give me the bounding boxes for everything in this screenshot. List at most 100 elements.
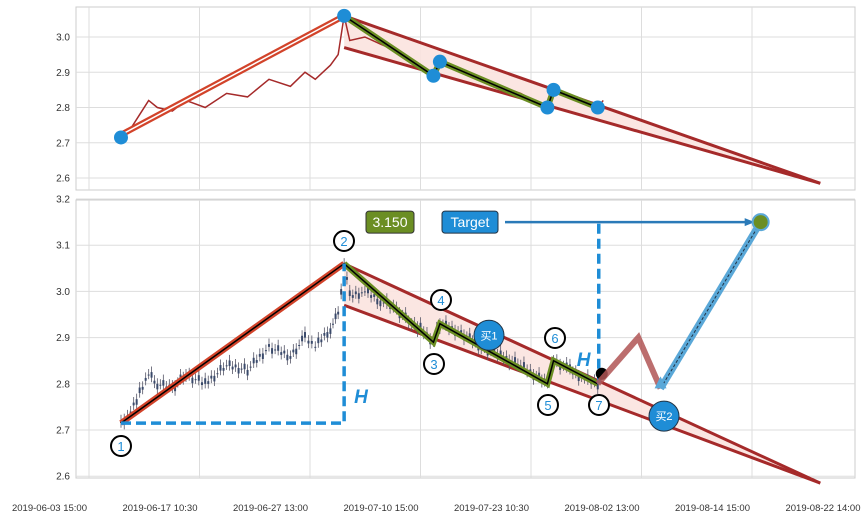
candle-body (258, 353, 261, 357)
target-value: 3.150 (372, 214, 407, 230)
candle-body (379, 300, 382, 307)
candle-body (213, 375, 216, 382)
target-value-box (365, 210, 415, 234)
candle-body (538, 372, 541, 379)
y-tick-label: 2.9 (56, 333, 70, 344)
wave-number-circle (588, 394, 610, 416)
candle-body (132, 402, 135, 406)
x-tick-label: 2019-06-27 13:00 (233, 503, 308, 514)
candle-body (135, 399, 138, 405)
candle-body (522, 362, 525, 368)
candle-body (376, 298, 379, 305)
candle-body (577, 375, 580, 382)
y-tick-label: 3.0 (56, 287, 70, 298)
candle-body (271, 348, 274, 354)
candle-body (295, 348, 298, 355)
candle-body (267, 344, 270, 347)
candle-body (237, 367, 240, 374)
candle-body (419, 322, 422, 329)
pivot-dot (426, 68, 441, 83)
wave-number: 3 (430, 357, 437, 372)
candle-body (499, 350, 502, 357)
y-tick-label: 2.7 (56, 138, 70, 149)
target-point (751, 213, 770, 232)
wave-number-circle (537, 394, 559, 416)
x-tick-label: 2019-08-02 13:00 (564, 503, 639, 514)
candle-body (246, 369, 249, 376)
y-tick-label: 3.2 (56, 195, 70, 206)
x-tick-label: 2019-07-23 10:30 (454, 503, 529, 514)
candle-body (298, 344, 301, 346)
candle-body (228, 360, 231, 366)
candle-body (348, 290, 351, 297)
y-tick-label: 2.8 (56, 103, 70, 114)
candle-body (144, 377, 147, 381)
x-tick-label: 2019-08-22 14:00 (785, 503, 860, 514)
candle-body (207, 381, 210, 384)
candle-body (357, 293, 360, 299)
candle-body (225, 365, 228, 367)
wave-number: 5 (544, 398, 551, 413)
candle-body (264, 350, 267, 352)
candle-body (317, 337, 320, 344)
candle-body (596, 383, 599, 390)
wave-number: 4 (437, 293, 444, 308)
candle-body (283, 350, 286, 354)
candle-body (493, 347, 496, 353)
candle-body (231, 366, 234, 370)
candle-body (444, 320, 447, 327)
pivot-dot (114, 130, 128, 145)
h-label: H (577, 350, 592, 371)
wave-zigzag-inner (343, 15, 599, 109)
x-tick-label: 2019-06-17 10:30 (122, 503, 197, 514)
candle-body (216, 373, 219, 375)
target-arrow-inner (660, 221, 762, 389)
candle-body (366, 287, 369, 294)
candle-body (243, 363, 246, 370)
candle-body (234, 364, 237, 368)
candle-body (505, 355, 508, 359)
candle-body (514, 357, 517, 363)
candle-body (329, 328, 332, 334)
candle-body (255, 360, 258, 363)
candle-body (200, 382, 203, 386)
candle-body (197, 375, 200, 381)
candle-body (303, 332, 306, 338)
candle-body (360, 292, 363, 294)
candle-body (219, 365, 222, 371)
candle-body (191, 377, 194, 384)
candle-body (249, 366, 252, 368)
buy-marker (473, 319, 505, 351)
candle-body (320, 339, 323, 343)
candle-body (240, 368, 243, 370)
candle-body (289, 356, 292, 359)
pivot-dot (546, 82, 561, 97)
candle-body (307, 340, 310, 344)
wave-number: 1 (117, 439, 124, 454)
x-tick-label: 2019-06-03 15:00 (12, 503, 87, 514)
candle-body (340, 289, 343, 295)
candle-body (277, 345, 280, 351)
y-tick-label: 3.0 (56, 33, 70, 44)
candle-body (174, 385, 177, 392)
wave-number: 6 (551, 331, 558, 346)
candle-body (314, 346, 317, 348)
projection-line (595, 332, 664, 390)
y-tick-label: 2.6 (56, 174, 70, 185)
y-tick-label: 2.6 (56, 472, 70, 483)
candle-body (222, 367, 225, 371)
candle-body (210, 375, 213, 379)
candle-body (141, 386, 144, 390)
x-tick-label: 2019-08-14 15:00 (675, 503, 750, 514)
candle-body (334, 313, 337, 320)
wave-zigzag-inner (343, 263, 599, 385)
h-label: H (354, 387, 369, 408)
wave-1-2-inner (120, 263, 345, 424)
pivot-dot (590, 100, 605, 115)
y-tick-label: 3.1 (56, 241, 70, 252)
target-arrowhead (744, 218, 755, 227)
target-label: Target (451, 214, 490, 230)
wave-number-circle (110, 435, 132, 457)
candle-body (153, 380, 156, 384)
wave-number: 7 (595, 398, 602, 413)
